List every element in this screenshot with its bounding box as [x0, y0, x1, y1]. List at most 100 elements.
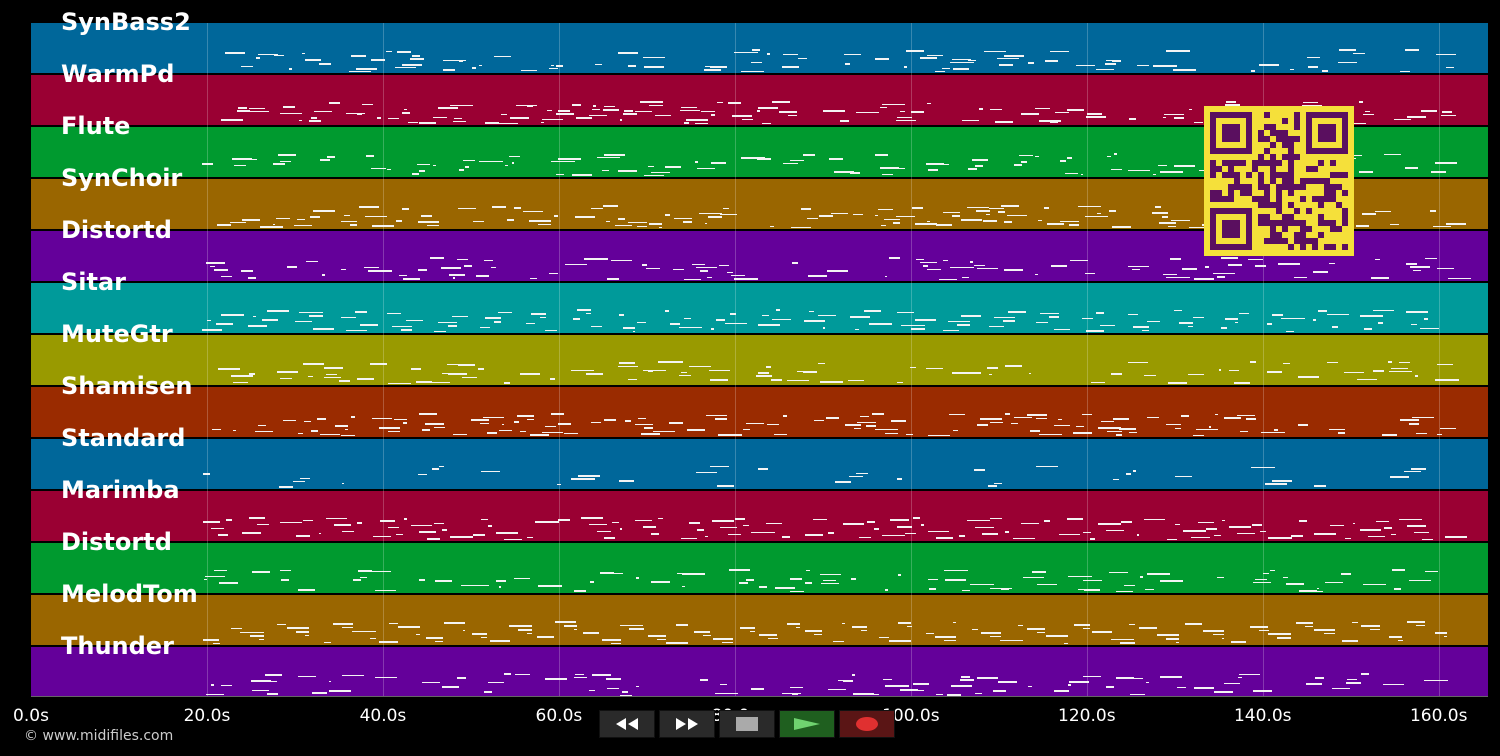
- midi-note: [1021, 161, 1028, 163]
- midi-note: [1231, 641, 1247, 643]
- rewind-button[interactable]: [599, 710, 655, 738]
- midi-note: [463, 364, 475, 366]
- time-tick-label: 20.0s: [183, 706, 231, 726]
- time-gridline: [1438, 23, 1440, 696]
- midi-note: [882, 678, 893, 681]
- midi-note: [912, 517, 920, 519]
- midi-note: [597, 156, 620, 159]
- midi-note: [782, 53, 798, 56]
- midi-note: [1203, 630, 1224, 632]
- midi-note: [374, 676, 398, 679]
- midi-note: [341, 530, 355, 533]
- record-button[interactable]: [839, 710, 895, 738]
- midi-note: [1347, 678, 1358, 681]
- midi-note: [510, 117, 530, 119]
- midi-note: [289, 68, 292, 70]
- midi-note: [848, 379, 864, 382]
- midi-note: [575, 673, 584, 676]
- midi-note: [1406, 116, 1426, 118]
- midi-note: [1153, 65, 1177, 67]
- midi-note: [507, 219, 514, 221]
- midi-note: [805, 582, 812, 584]
- midi-note: [1405, 167, 1418, 169]
- midi-note: [649, 223, 663, 225]
- track-label: Thunder: [61, 632, 174, 660]
- stop-button[interactable]: [719, 710, 775, 738]
- fast-forward-button[interactable]: [659, 710, 715, 738]
- midi-note: [1399, 361, 1411, 364]
- midi-note: [818, 362, 825, 365]
- midi-note: [1173, 117, 1185, 119]
- midi-note: [557, 423, 572, 425]
- midi-note: [1040, 312, 1060, 315]
- midi-note: [1127, 169, 1150, 172]
- midi-note: [590, 207, 603, 210]
- midi-note: [911, 111, 924, 113]
- midi-note: [1285, 583, 1305, 585]
- midi-note: [1161, 216, 1169, 218]
- midi-note: [875, 428, 899, 431]
- midi-note: [1059, 533, 1080, 536]
- midi-note: [498, 429, 512, 432]
- midi-note: [789, 686, 803, 689]
- midi-note: [987, 485, 997, 487]
- midi-note: [602, 109, 619, 111]
- midi-note: [477, 368, 485, 370]
- midi-note: [551, 413, 564, 415]
- midi-note: [462, 629, 466, 632]
- midi-note: [610, 642, 622, 645]
- midi-note: [260, 226, 283, 228]
- midi-note: [1165, 423, 1182, 426]
- midi-note: [586, 312, 591, 315]
- midi-note: [985, 213, 990, 216]
- midi-note: [605, 572, 624, 575]
- midi-note: [711, 328, 714, 330]
- midi-note: [756, 375, 773, 377]
- midi-note: [485, 122, 500, 124]
- transport-controls: [599, 710, 901, 740]
- midi-note: [603, 205, 618, 207]
- midi-note: [349, 224, 358, 226]
- midi-note: [1440, 427, 1457, 430]
- midi-note: [672, 268, 685, 271]
- midi-note: [1083, 627, 1091, 630]
- midi-note: [843, 680, 854, 682]
- midi-note: [251, 680, 271, 682]
- midi-note: [665, 310, 669, 312]
- midi-note: [926, 54, 943, 57]
- midi-note: [884, 275, 887, 278]
- midi-note: [1001, 205, 1020, 207]
- midi-note: [1159, 171, 1184, 173]
- midi-note: [387, 312, 401, 315]
- time-gridline: [558, 23, 560, 696]
- time-gridline: [206, 23, 208, 696]
- midi-note: [840, 120, 850, 122]
- midi-note: [312, 210, 335, 212]
- midi-note: [411, 524, 433, 527]
- midi-note: [650, 171, 671, 174]
- midi-note: [417, 221, 439, 223]
- midi-note: [689, 365, 711, 368]
- midi-note: [252, 689, 270, 692]
- midi-note: [1362, 213, 1377, 215]
- midi-note: [709, 465, 729, 468]
- midi-note: [1004, 221, 1012, 223]
- midi-note: [1115, 590, 1134, 593]
- midi-note: [1112, 226, 1131, 228]
- midi-note: [716, 101, 723, 104]
- midi-note: [990, 635, 1001, 638]
- midi-note: [517, 415, 534, 417]
- midi-note: [1362, 583, 1387, 586]
- midi-note: [636, 225, 648, 228]
- midi-note: [416, 163, 431, 166]
- play-button[interactable]: [779, 710, 835, 738]
- midi-note: [1068, 575, 1093, 578]
- midi-note: [1229, 369, 1240, 372]
- midi-note: [435, 580, 453, 582]
- midi-note: [201, 163, 213, 165]
- midi-note: [889, 519, 909, 521]
- midi-note: [564, 625, 577, 627]
- midi-note: [514, 421, 520, 423]
- midi-note: [900, 110, 906, 113]
- midi-note: [718, 264, 729, 267]
